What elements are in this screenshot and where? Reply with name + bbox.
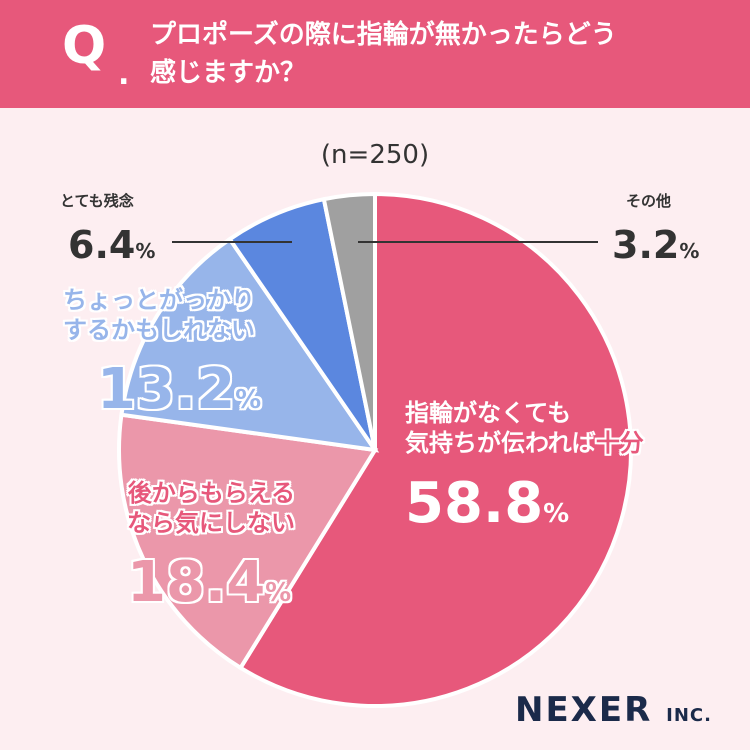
- slice-2-line-1: 後からもらえる: [127, 479, 295, 507]
- question-line-2: 感じますか？: [150, 58, 307, 88]
- slice-4-line-1: とても残念: [60, 192, 134, 210]
- pie-slice-disappointed: [119, 236, 380, 453]
- slice-label-main: 指輪がなくても 気持ちが伝われば十分 58.8%: [405, 398, 644, 532]
- question-line-1: プロポーズの際に指輪が無かったらどう: [150, 20, 617, 50]
- slice-1-line-1: 指輪がなくても: [405, 399, 572, 427]
- slice-1-value-row: 58.8%: [405, 476, 644, 532]
- slice-2-unit: %: [265, 578, 292, 608]
- slice-3-line-1: ちょっとがっかり: [63, 286, 255, 314]
- slice-3-line-2: するかもしれない: [63, 316, 255, 344]
- logo-main: NEXER: [515, 690, 653, 730]
- pie-slice-later: [117, 412, 379, 671]
- slice-5-value-row: 3.2%: [612, 222, 699, 270]
- q-dot: .: [118, 57, 130, 92]
- slice-label-very-sad: とても残念: [60, 192, 134, 211]
- slice-4-value-row: 6.4%: [68, 222, 155, 270]
- slice-5-unit: %: [679, 239, 700, 263]
- question-header: Q . プロポーズの際に指輪が無かったらどう 感じますか？: [0, 0, 750, 108]
- slice-1-value: 58.8: [405, 471, 544, 536]
- slice-3-unit: %: [235, 385, 262, 415]
- slice-5-value: 3.2: [612, 223, 680, 267]
- slice-4-unit: %: [135, 239, 156, 263]
- slice-2-value: 18.4: [127, 550, 266, 615]
- slice-1-line-2a: 気持ちが伝われば: [405, 429, 596, 457]
- slice-label-other: その他: [626, 192, 671, 211]
- slice-1-line-2b: 十分: [595, 429, 644, 457]
- slice-label-later: 後からもらえる なら気にしない: [127, 478, 295, 538]
- q-mark: Q: [62, 16, 107, 76]
- logo-sub: INC.: [666, 705, 712, 726]
- nexer-logo: NEXER INC.: [515, 690, 712, 730]
- slice-3-value-row: 13.2%: [97, 362, 261, 418]
- pie-slice-main: [237, 191, 633, 708]
- sample-size: (n=250): [320, 140, 430, 170]
- slice-3-value: 13.2: [97, 357, 236, 422]
- question-text: プロポーズの際に指輪が無かったらどう 感じますか？: [150, 16, 730, 92]
- slice-label-disappointed: ちょっとがっかり するかもしれない: [63, 285, 255, 345]
- slice-5-line-1: その他: [626, 192, 672, 210]
- slice-2-value-row: 18.4%: [127, 555, 291, 611]
- slice-2-line-2: なら気にしない: [127, 509, 295, 537]
- slice-1-line-2: 気持ちが伝われば十分: [405, 428, 644, 458]
- slice-1-unit: %: [543, 499, 570, 529]
- pie-slice-other: [321, 191, 377, 451]
- slice-4-value: 6.4: [68, 223, 136, 267]
